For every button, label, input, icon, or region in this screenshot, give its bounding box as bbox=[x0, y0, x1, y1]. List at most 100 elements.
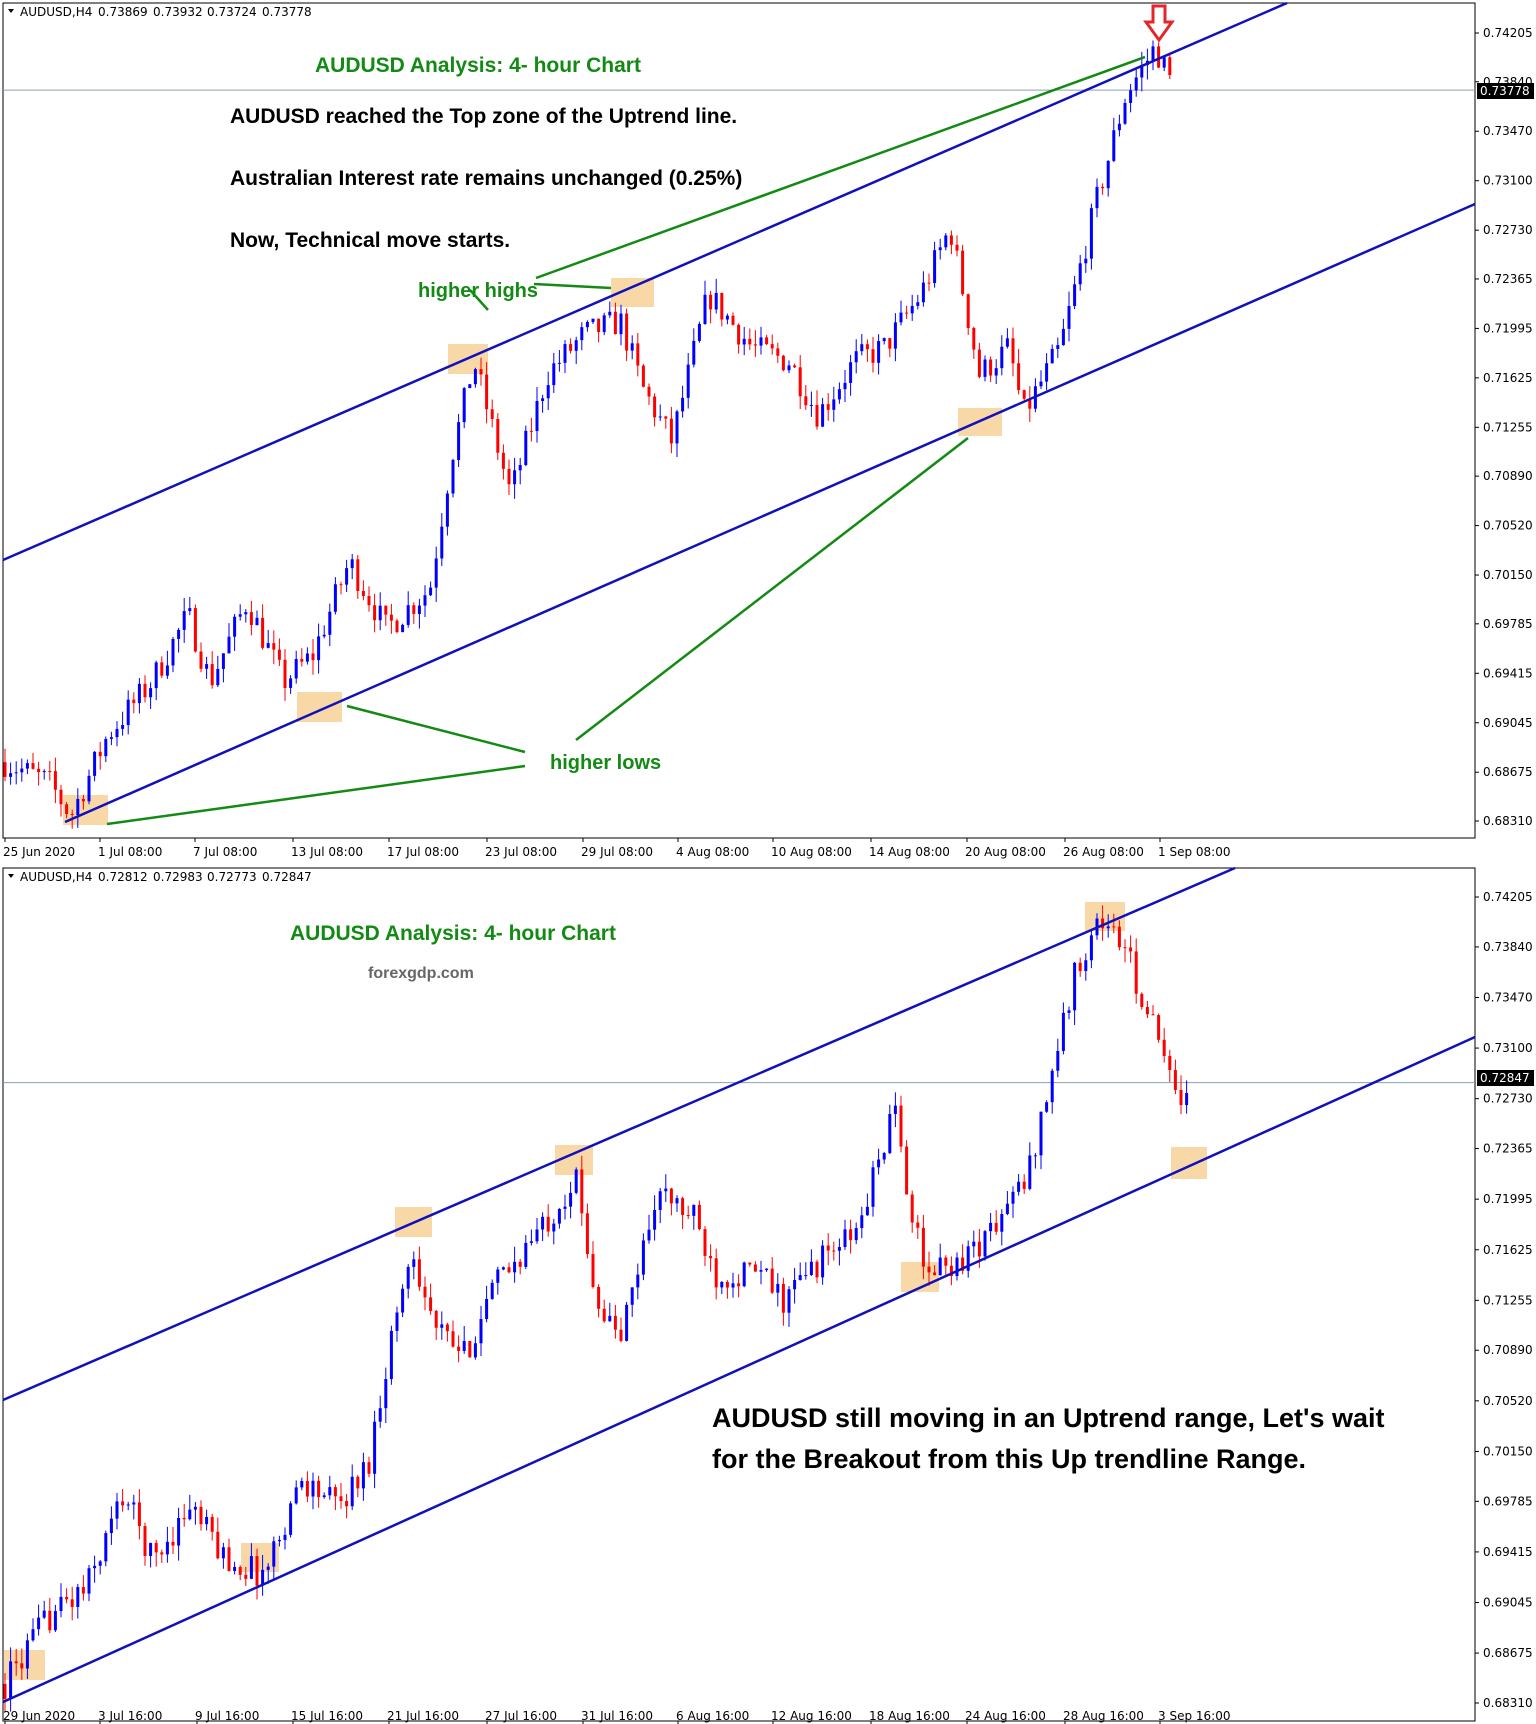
higher-highs-label: higher highs bbox=[418, 280, 538, 302]
dropdown-triangle-icon[interactable] bbox=[8, 9, 14, 13]
candle-bear bbox=[1140, 993, 1144, 1007]
note-line-3: Now, Technical move starts. bbox=[230, 229, 510, 252]
candle-bull bbox=[9, 1661, 13, 1699]
candle-bull bbox=[283, 1534, 287, 1540]
candle-bull bbox=[602, 315, 606, 333]
candle-bear bbox=[1179, 1090, 1183, 1106]
candle-bear bbox=[966, 294, 970, 329]
ohlc-close: 0.72847 bbox=[262, 870, 312, 884]
candle-bear bbox=[361, 590, 365, 597]
candle-bear bbox=[490, 409, 494, 419]
annotation-line bbox=[575, 437, 969, 741]
candle-bear bbox=[193, 608, 197, 652]
candle-bull bbox=[42, 771, 46, 773]
current-price-tag-bottom: 0.72847 bbox=[1477, 1070, 1534, 1086]
candle-bear bbox=[277, 649, 281, 660]
candle-bull bbox=[31, 1629, 35, 1641]
x-tick-label: 9 Jul 16:00 bbox=[195, 1709, 259, 1723]
candle-bull bbox=[793, 1279, 797, 1290]
candle-bear bbox=[669, 1188, 673, 1204]
candle-bull bbox=[1112, 130, 1116, 161]
candle-bull bbox=[121, 725, 125, 729]
candle-bull bbox=[893, 322, 897, 349]
ohlc-close: 0.73778 bbox=[262, 5, 312, 19]
y-tick-label: 0.72730 bbox=[1483, 1092, 1533, 1106]
candle-bear bbox=[412, 605, 416, 614]
candle-bear bbox=[647, 386, 651, 397]
candle-bull bbox=[809, 404, 813, 406]
candle-bear bbox=[199, 651, 203, 669]
candle-bear bbox=[949, 235, 953, 245]
candle-bull bbox=[345, 568, 349, 585]
highlight-zone bbox=[1085, 902, 1125, 931]
candle-bull bbox=[98, 1561, 102, 1566]
y-tick-label: 0.68675 bbox=[1483, 765, 1533, 779]
candle-bear bbox=[1168, 57, 1172, 76]
candle-bull bbox=[188, 608, 192, 612]
dropdown-triangle-icon[interactable] bbox=[8, 874, 14, 878]
candle-bear bbox=[580, 1169, 584, 1214]
candle-bull bbox=[938, 247, 942, 251]
candle-bear bbox=[1157, 46, 1161, 68]
y-tick-label: 0.71995 bbox=[1483, 321, 1533, 335]
candle-bear bbox=[753, 344, 757, 346]
candle-bear bbox=[143, 1526, 147, 1556]
candle-bear bbox=[48, 771, 52, 773]
candle-bull bbox=[429, 587, 433, 596]
candle-bull bbox=[860, 344, 864, 352]
candle-bull bbox=[765, 1268, 769, 1271]
candle-bull bbox=[76, 798, 80, 816]
candle-bear bbox=[585, 1213, 589, 1255]
candle-bear bbox=[210, 1516, 214, 1532]
candle-bear bbox=[210, 664, 214, 686]
candle-bear bbox=[989, 359, 993, 376]
x-tick-label: 29 Jul 08:00 bbox=[581, 845, 653, 859]
candle-bull bbox=[205, 1516, 209, 1525]
candle-bull bbox=[317, 636, 321, 661]
candle-bear bbox=[199, 1506, 203, 1525]
ohlc-open: 0.73869 bbox=[98, 5, 148, 19]
candle-bull bbox=[1067, 1010, 1071, 1013]
candle-bull bbox=[417, 605, 421, 614]
x-tick-label: 17 Jul 08:00 bbox=[387, 845, 459, 859]
candle-bull bbox=[513, 1261, 517, 1273]
candle-bear bbox=[249, 612, 253, 626]
candle-bear bbox=[389, 614, 393, 621]
candle-bear bbox=[384, 605, 388, 615]
candle-bull bbox=[9, 773, 13, 777]
annotation-line bbox=[535, 55, 1146, 280]
candle-bull bbox=[473, 369, 477, 385]
chart-panel-bottom: 0.74205 0.73840 0.73470 0.73100 0.72730 0.723… bbox=[2, 866, 1534, 1724]
candle-bear bbox=[507, 468, 511, 485]
candle-bear bbox=[339, 584, 343, 586]
candle-bull bbox=[1095, 186, 1099, 209]
candle-bull bbox=[921, 282, 925, 303]
candle-bear bbox=[216, 1531, 220, 1559]
candle-bull bbox=[692, 340, 696, 365]
candle-bear bbox=[770, 1268, 774, 1293]
candle-bull bbox=[1073, 962, 1077, 1011]
candle-bull bbox=[608, 311, 612, 316]
candle-bull bbox=[406, 1266, 410, 1289]
candle-bull bbox=[305, 653, 309, 662]
candle-bull bbox=[440, 1324, 444, 1328]
candle-bull bbox=[933, 250, 937, 284]
candle-bull bbox=[14, 772, 18, 774]
candle-bull bbox=[177, 629, 181, 639]
y-tick-label: 0.72730 bbox=[1483, 223, 1533, 237]
candle-bear bbox=[720, 292, 724, 320]
candle-bull bbox=[865, 1206, 869, 1216]
candle-bear bbox=[65, 804, 69, 814]
candle-bull bbox=[311, 1480, 315, 1497]
candle-bear bbox=[613, 311, 617, 335]
candle-bear bbox=[815, 1261, 819, 1278]
candle-bear bbox=[20, 1663, 24, 1669]
candle-bear bbox=[1078, 962, 1082, 972]
y-tick-label: 0.69045 bbox=[1483, 716, 1533, 730]
candle-bear bbox=[961, 1257, 965, 1271]
candle-bear bbox=[468, 1340, 472, 1358]
x-tick-label: 3 Jul 16:00 bbox=[98, 1709, 162, 1723]
candle-bull bbox=[233, 1566, 237, 1572]
candle-bull bbox=[350, 1476, 354, 1507]
candle-bull bbox=[776, 1283, 780, 1293]
